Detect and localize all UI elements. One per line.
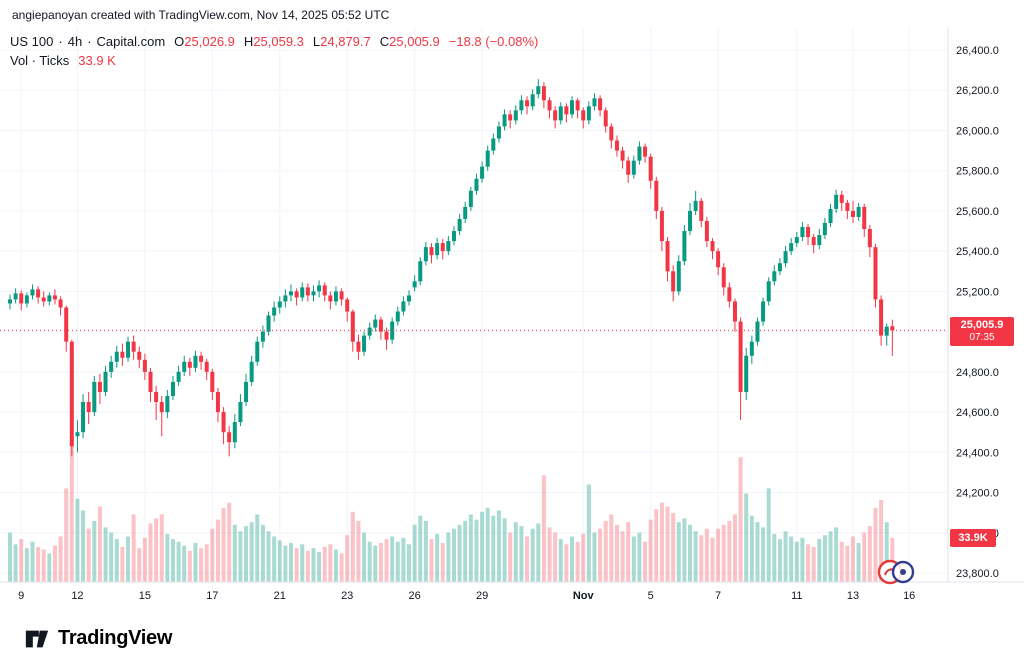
svg-text:25,200.0: 25,200.0 xyxy=(956,286,999,298)
svg-text:Nov: Nov xyxy=(573,590,595,602)
interval-label[interactable]: 4h xyxy=(67,34,83,49)
close-value: 25,005.9 xyxy=(389,34,440,49)
chart-svg[interactable]: 26,400.0 26,200.0 26,000.0 25,800.0 25,600.0… xyxy=(0,28,1024,612)
svg-text:21: 21 xyxy=(274,590,286,602)
symbol-title[interactable]: US 100 xyxy=(10,34,54,49)
svg-text:24,200.0: 24,200.0 xyxy=(956,488,999,500)
price-axis[interactable]: 26,400.0 26,200.0 26,000.0 25,800.0 25,600.0… xyxy=(956,45,999,580)
svg-text:5: 5 xyxy=(648,590,654,602)
svg-text:7: 7 xyxy=(715,590,721,602)
tradingview-logo[interactable]: TradingView xyxy=(24,626,172,652)
separator-dot: · xyxy=(58,34,63,49)
svg-text:16: 16 xyxy=(903,590,915,602)
volume-value: 33.9 K xyxy=(78,53,116,68)
low-label: L xyxy=(312,34,321,49)
separator-dot: · xyxy=(87,34,92,49)
tradingview-logo-icon xyxy=(25,630,49,647)
svg-text:26: 26 xyxy=(409,590,421,602)
footer: TradingView xyxy=(0,612,1024,665)
ohlc-high: H25,059.3 xyxy=(244,33,304,51)
svg-text:25,600.0: 25,600.0 xyxy=(956,206,999,218)
svg-text:26,000.0: 26,000.0 xyxy=(956,125,999,137)
ohlc-low: L24,879.7 xyxy=(313,33,371,51)
svg-text:9: 9 xyxy=(18,590,24,602)
last-price-badge: 25,005.9 07:35 xyxy=(950,317,1014,347)
svg-text:26,400.0: 26,400.0 xyxy=(956,45,999,57)
volume-bars xyxy=(8,436,895,582)
attribution-text: angiepanoyan created with TradingView.co… xyxy=(12,8,390,22)
last-price-value: 25,005.9 xyxy=(960,319,1004,332)
time-axis[interactable]: 9 12 15 17 21 23 26 29 Nov 5 7 11 13 16 xyxy=(18,590,915,602)
svg-text:24,800.0: 24,800.0 xyxy=(956,367,999,379)
candles xyxy=(8,79,895,457)
volume-label[interactable]: Vol · Ticks xyxy=(10,53,70,68)
high-label: H xyxy=(243,34,254,49)
svg-text:12: 12 xyxy=(71,590,83,602)
candle-countdown: 07:35 xyxy=(969,332,995,344)
svg-text:26,200.0: 26,200.0 xyxy=(956,85,999,97)
change-value: −18.8 (−0.08%) xyxy=(448,34,539,49)
high-value: 25,059.3 xyxy=(253,34,304,49)
svg-text:13: 13 xyxy=(847,590,859,602)
chart-panel: 26,400.0 26,200.0 26,000.0 25,800.0 25,600.0… xyxy=(0,28,1024,612)
svg-text:25,800.0: 25,800.0 xyxy=(956,166,999,178)
exchange-label[interactable]: Capital.com xyxy=(96,34,166,49)
svg-text:24,400.0: 24,400.0 xyxy=(956,447,999,459)
svg-text:23: 23 xyxy=(341,590,353,602)
svg-text:25,400.0: 25,400.0 xyxy=(956,246,999,258)
close-label: C xyxy=(379,34,390,49)
svg-text:29: 29 xyxy=(476,590,488,602)
ohlc-close: C25,005.9 xyxy=(380,33,440,51)
legend: US 100 · 4h · Capital.com O25,026.9 H25,… xyxy=(10,33,538,70)
svg-text:24,600.0: 24,600.0 xyxy=(956,407,999,419)
svg-text:23,800.0: 23,800.0 xyxy=(956,568,999,580)
low-value: 24,879.7 xyxy=(320,34,371,49)
open-label: O xyxy=(174,34,185,49)
open-value: 25,026.9 xyxy=(184,34,235,49)
svg-text:15: 15 xyxy=(139,590,151,602)
ohlc-open: O25,026.9 xyxy=(174,33,235,51)
tradingview-logo-text: TradingView xyxy=(58,627,173,649)
volume-badge: 33.9K xyxy=(950,528,996,547)
grid xyxy=(0,28,948,582)
svg-text:11: 11 xyxy=(791,590,802,602)
legend-main-row: US 100 · 4h · Capital.com O25,026.9 H25,… xyxy=(10,33,538,51)
svg-text:17: 17 xyxy=(206,590,218,602)
legend-volume-row: Vol · Ticks 33.9 K xyxy=(10,52,538,70)
